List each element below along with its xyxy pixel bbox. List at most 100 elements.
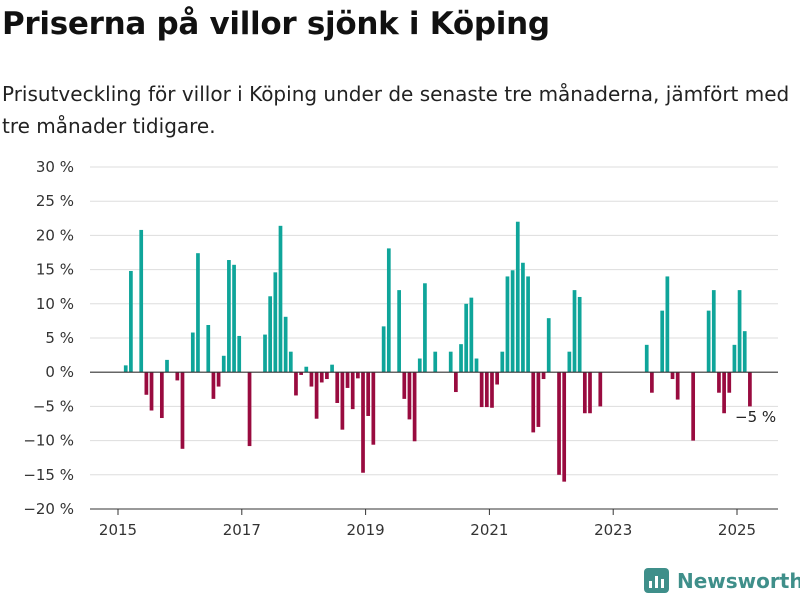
bar bbox=[361, 372, 365, 473]
bar bbox=[727, 372, 732, 393]
bar bbox=[247, 372, 252, 447]
bar bbox=[717, 372, 721, 393]
bar bbox=[345, 372, 350, 388]
bar bbox=[386, 248, 391, 373]
bar bbox=[123, 365, 128, 373]
bar bbox=[742, 331, 747, 373]
bar bbox=[237, 335, 242, 373]
bar bbox=[650, 372, 654, 393]
bar bbox=[402, 372, 407, 399]
bar bbox=[227, 260, 231, 373]
bar bbox=[546, 318, 551, 373]
bar bbox=[562, 372, 567, 482]
newsworthy-logo: Newsworthy bbox=[644, 568, 800, 593]
bar bbox=[448, 351, 453, 373]
bar bbox=[454, 372, 458, 393]
bar bbox=[500, 351, 505, 373]
bar bbox=[464, 303, 469, 373]
bar bbox=[190, 332, 195, 373]
bar bbox=[665, 276, 670, 373]
bar bbox=[433, 351, 438, 373]
bar bbox=[732, 344, 737, 373]
bar bbox=[490, 372, 494, 408]
bar bbox=[330, 364, 334, 373]
bar bbox=[273, 272, 278, 373]
bar bbox=[474, 358, 479, 373]
bar bbox=[304, 366, 309, 373]
bar bbox=[350, 372, 355, 410]
bar bbox=[325, 372, 329, 380]
bar bbox=[412, 372, 417, 442]
bar bbox=[598, 372, 603, 407]
y-tick-label: 30 % bbox=[36, 158, 74, 176]
bar bbox=[691, 372, 696, 441]
bar bbox=[417, 358, 422, 373]
bar bbox=[722, 372, 726, 414]
bar bbox=[294, 372, 298, 396]
y-tick-label: −15 % bbox=[23, 466, 74, 484]
x-tick-label: 2017 bbox=[223, 521, 261, 539]
bar bbox=[196, 253, 200, 373]
bar bbox=[397, 290, 401, 373]
bar bbox=[505, 276, 510, 373]
bar bbox=[335, 372, 340, 403]
bar bbox=[588, 372, 592, 414]
x-tick-label: 2019 bbox=[347, 521, 385, 539]
bar bbox=[459, 344, 463, 373]
bar bbox=[232, 264, 236, 373]
bar bbox=[484, 372, 489, 408]
x-tick-label: 2021 bbox=[470, 521, 508, 539]
y-tick-label: −5 % bbox=[33, 397, 74, 415]
bar bbox=[288, 351, 293, 373]
bar bbox=[706, 310, 711, 373]
bar bbox=[541, 372, 546, 380]
bars bbox=[123, 221, 752, 482]
bar bbox=[129, 270, 133, 373]
x-tick-label: 2015 bbox=[99, 521, 137, 539]
y-axis-labels: 30 % 25 % 20 % 15 % 10 % 5 % 0 % −5 % −10 % −15 %… bbox=[23, 158, 74, 518]
y-tick-label: 15 % bbox=[36, 261, 74, 279]
bar bbox=[644, 344, 649, 373]
bar bbox=[670, 372, 675, 380]
bar bbox=[268, 296, 273, 373]
bar bbox=[180, 372, 185, 449]
y-tick-label: −20 % bbox=[23, 500, 74, 518]
bar bbox=[299, 372, 303, 375]
bar bbox=[314, 372, 319, 419]
bar bbox=[582, 372, 587, 414]
bar bbox=[149, 372, 154, 411]
bar bbox=[675, 372, 680, 400]
bar bbox=[216, 372, 221, 387]
bar bbox=[165, 359, 169, 373]
bar bbox=[371, 372, 376, 445]
annotations: −5 % bbox=[735, 408, 776, 426]
bar bbox=[381, 326, 386, 373]
y-tick-label: 5 % bbox=[45, 329, 74, 347]
bar bbox=[263, 334, 267, 373]
last-value-annotation: −5 % bbox=[735, 408, 776, 426]
bar bbox=[206, 325, 211, 373]
chart-subtitle: Prisutveckling för villor i Köping under… bbox=[2, 82, 790, 138]
bar bbox=[283, 316, 288, 373]
x-axis: 2015 2017 2019 2021 2023 2025 bbox=[90, 508, 778, 539]
y-tick-label: 0 % bbox=[45, 363, 74, 381]
bar bbox=[211, 372, 216, 399]
bar bbox=[479, 372, 484, 408]
newsworthy-logo-icon bbox=[644, 568, 669, 593]
bar bbox=[469, 297, 474, 373]
bar bbox=[748, 372, 752, 407]
bar bbox=[221, 355, 226, 373]
bar bbox=[737, 290, 742, 373]
bar bbox=[515, 221, 520, 373]
bar bbox=[660, 310, 665, 373]
bar bbox=[340, 372, 345, 430]
bar bbox=[557, 372, 561, 475]
bar bbox=[510, 270, 515, 373]
bar bbox=[536, 372, 541, 427]
y-tick-label: 20 % bbox=[36, 226, 74, 244]
bar bbox=[572, 290, 577, 373]
bar bbox=[319, 372, 324, 383]
bar bbox=[567, 351, 572, 373]
bar bbox=[423, 283, 427, 373]
